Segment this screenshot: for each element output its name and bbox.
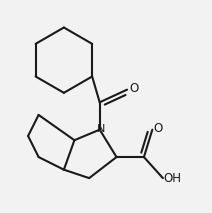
Text: OH: OH (163, 172, 181, 185)
Text: O: O (154, 122, 163, 135)
Text: N: N (96, 124, 105, 134)
Text: O: O (130, 82, 139, 95)
